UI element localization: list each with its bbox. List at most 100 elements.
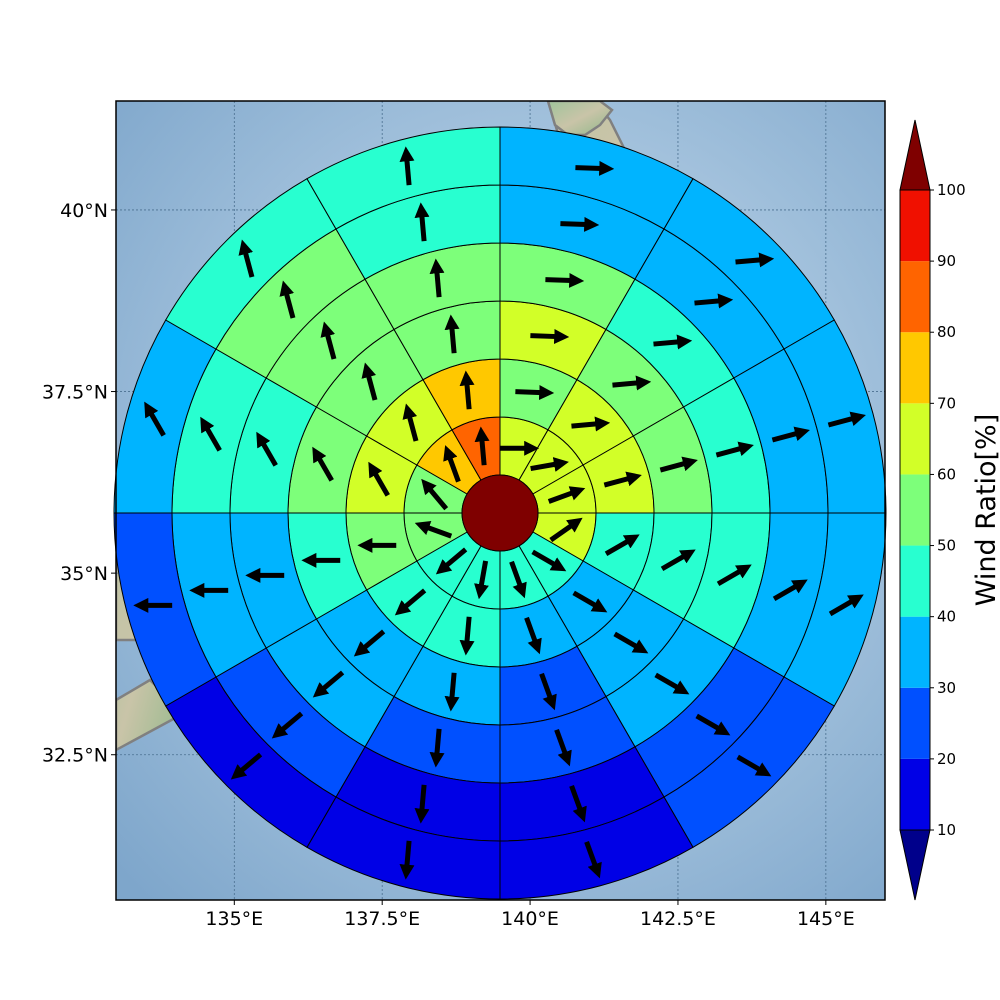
map-frame (115, 100, 886, 901)
wind-arrow-ring6-6 (399, 840, 415, 880)
wind-arrow-ring6-11 (399, 146, 415, 186)
colorbar-label: Wind Ratio[%] (971, 414, 1000, 606)
wind-arrow-ring4-4 (654, 672, 690, 695)
wind-arrow-ring3-1 (612, 375, 652, 391)
wind-arrow-ring1-1 (530, 457, 569, 472)
x-tick-label: 135°E (205, 908, 263, 930)
x-tick-label: 142.5°E (640, 908, 716, 930)
wind-arrow-ring2-6 (459, 616, 475, 656)
wind-arrow-ring6-7 (230, 752, 263, 780)
wind-arrow-ring1-6 (474, 560, 489, 600)
sector-ring6-11 (306, 126, 501, 230)
colorbar-band (900, 190, 930, 262)
colorbar-band (900, 403, 930, 475)
wind-arrow-ring4-5 (554, 728, 572, 767)
colorbar: 10 20 30 40 50 60 70 80 90 100 Wind Ratio[%] (899, 119, 1000, 901)
y-tick-label: 37.5°N (42, 382, 108, 404)
colorbar-bands (900, 190, 930, 830)
colorbar-tick-label: 90 (937, 252, 956, 270)
colorbar-ticks: 10 20 30 40 50 60 70 80 90 100 (930, 181, 966, 839)
colorbar-band (900, 261, 930, 333)
colorbar-tick-label: 80 (937, 323, 956, 341)
wind-arrow-ring3-3 (660, 549, 696, 572)
wind-arrow-ring4-9 (256, 431, 278, 467)
wind-arrow-ring3-9 (312, 446, 334, 482)
wind-arrow-ring6-0 (575, 160, 615, 176)
wind-arrow-ring2-9 (368, 461, 390, 497)
wind-arrow-ring4-10 (320, 321, 337, 360)
x-tick-label: 145°E (797, 908, 855, 930)
wind-arrow-ring6-1 (735, 252, 775, 268)
wind-arrow-ring2-5 (524, 616, 542, 655)
colorbar-band (900, 332, 930, 404)
wind-arrow-ring3-0 (530, 328, 570, 344)
colorbar-over-triangle (899, 119, 931, 191)
wind-arrow-ring5-1 (694, 293, 734, 309)
wind-arrow-ring5-2 (771, 426, 810, 443)
colorbar-tick-label: 60 (937, 465, 956, 483)
wind-arrow-ring3-2 (659, 456, 698, 473)
land-hokkaido (546, 101, 614, 137)
wind-arrow-ring1-4 (531, 549, 567, 572)
x-tick-label: 140°E (501, 908, 559, 930)
colorbar-tick-label: 40 (937, 608, 956, 626)
wind-arrow-ring6-10 (238, 239, 255, 278)
wind-arrow-ring3-10 (361, 362, 378, 401)
wind-arrow-ring1-5 (509, 560, 527, 599)
wind-arrow-ring4-2 (715, 441, 754, 458)
colorbar-band (900, 545, 930, 617)
wind-arrow-ring4-1 (653, 334, 693, 350)
wind-arrow-ring4-3 (716, 564, 752, 587)
colorbar-tick-label: 100 (937, 181, 966, 199)
wind-arrow-ring6-9 (144, 401, 166, 437)
colorbar-band (900, 474, 930, 546)
wind-arrow-ring2-4 (572, 590, 608, 613)
wind-arrow-ring2-0 (515, 385, 555, 400)
center-disc (461, 474, 539, 552)
wind-arrow-ring5-11 (414, 202, 430, 242)
y-tick-label: 40°N (60, 200, 108, 222)
wind-arrow-ring2-2 (603, 471, 642, 488)
wind-arrow-ring1-8 (414, 520, 453, 539)
colorbar-tick-label: 20 (937, 750, 956, 768)
wind-arrow-ring4-6 (429, 728, 445, 768)
wind-arrow-ring2-7 (394, 588, 427, 616)
wind-arrow-ring1-9 (421, 478, 449, 511)
wind-ratio-sectors (113, 126, 887, 900)
wind-arrow-ring3-6 (444, 672, 460, 712)
wind-arrow-ring5-5 (569, 784, 587, 823)
wind-arrow-ring4-11 (429, 258, 445, 298)
longitude-ticks: 135°E 137.5°E 140°E 142.5°E 145°E (205, 900, 855, 930)
wind-arrow-ring2-10 (402, 403, 419, 442)
colorbar-band (900, 758, 930, 830)
wind-arrow-ring3-4 (613, 631, 649, 654)
colorbar-tick-label: 10 (937, 821, 956, 839)
wind-arrow-ring2-3 (604, 534, 640, 557)
wind-arrow-ring2-1 (571, 416, 611, 432)
wind-arrow-ring6-5 (584, 841, 602, 879)
wind-arrow-ring1-3 (549, 517, 583, 543)
wind-arrow-ring6-3 (828, 594, 864, 617)
y-tick-label: 35°N (60, 563, 108, 585)
wind-arrow-ring5-9 (200, 416, 222, 452)
wind-arrow-ring5-7 (271, 711, 304, 739)
wind-arrow-ring5-10 (279, 280, 296, 319)
colorbar-under-triangle (899, 829, 931, 901)
colorbar-tick-label: 50 (937, 537, 956, 555)
colorbar-band (900, 687, 930, 759)
wind-arrow-ring1-2 (547, 486, 586, 504)
wind-direction-arrows (133, 146, 866, 880)
wind-arrow-ring5-4 (695, 713, 731, 736)
wind-arrow-ring1-10 (443, 445, 461, 483)
latitude-ticks: 40°N 37.5°N 35°N 32.5°N (42, 200, 116, 767)
wind-arrow-ring4-0 (545, 272, 585, 288)
wind-arrow-ring1-7 (435, 547, 468, 575)
colorbar-band (900, 616, 930, 688)
colorbar-tick-label: 30 (937, 679, 956, 697)
wind-arrow-ring6-4 (736, 754, 772, 777)
wind-arrow-ring5-0 (560, 216, 600, 232)
wind-arrow-ring6-2 (827, 411, 866, 428)
wind-arrow-ring2-11 (459, 370, 475, 410)
wind-arrow-ring3-11 (444, 314, 460, 354)
